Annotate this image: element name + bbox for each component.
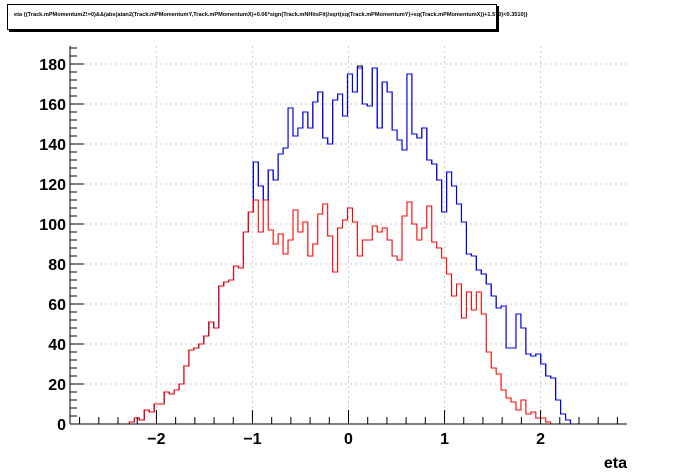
x-tick-label: −1 — [243, 431, 261, 448]
x-axis-label: eta — [604, 455, 627, 472]
series-line-0 — [70, 65, 625, 425]
y-tick-label: 100 — [39, 217, 66, 234]
chart-title: eta {(Track.mPMomentumZ!=0)&&(abs(atan2(… — [14, 12, 528, 18]
ticks: 0 20 40 60 80 100 120 140 160 180 −2 −1 0 1 2 — [39, 47, 618, 448]
y-tick-label: 0 — [57, 417, 66, 434]
y-tick-label: 40 — [48, 337, 66, 354]
x-tick-label: 2 — [536, 431, 545, 448]
y-tick-label: 180 — [39, 57, 66, 74]
y-tick-label: 120 — [39, 177, 66, 194]
y-tick-label: 60 — [48, 297, 66, 314]
grid — [70, 46, 627, 424]
x-tick-label: −2 — [147, 431, 165, 448]
series-group — [70, 65, 625, 425]
y-tick-label: 160 — [39, 97, 66, 114]
y-tick-label: 80 — [48, 257, 66, 274]
y-tick-label: 140 — [39, 137, 66, 154]
series-line-2 — [70, 199, 625, 425]
series-line-1 — [70, 67, 625, 425]
title-box: eta {(Track.mPMomentumZ!=0)&&(abs(atan2(… — [7, 4, 528, 30]
y-tick-label: 20 — [48, 377, 66, 394]
x-tick-label: 0 — [344, 431, 353, 448]
x-tick-label: 1 — [440, 431, 449, 448]
